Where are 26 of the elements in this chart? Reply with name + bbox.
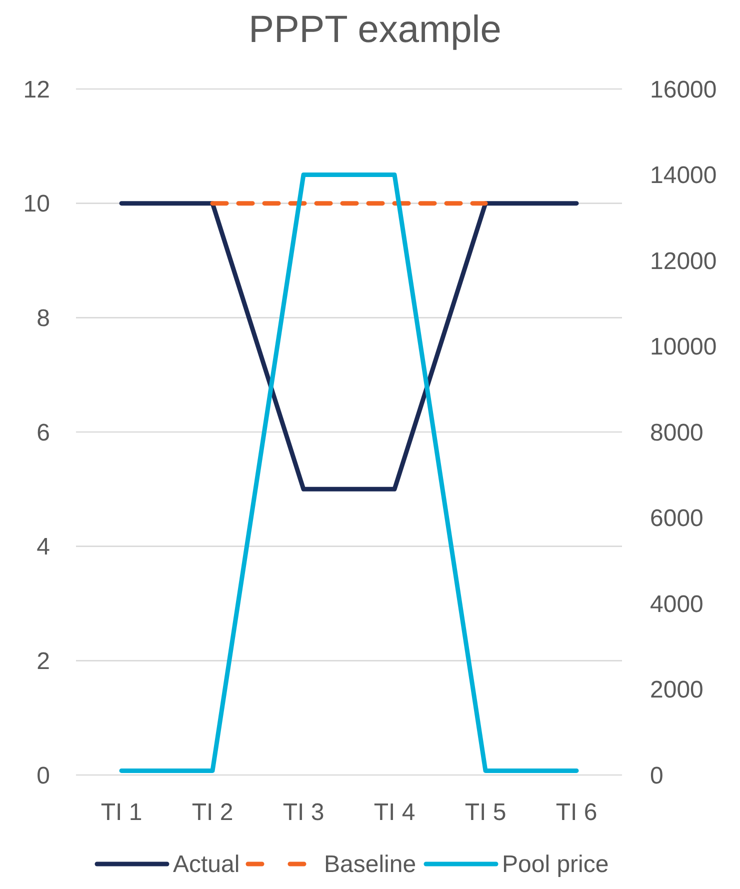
y2-tick-label: 14000 [650,162,717,190]
y-tick-label: 10 [23,190,50,218]
y-tick-label: 8 [36,305,50,332]
y-tick-label: 4 [36,534,50,561]
chart-title: PPPT example [248,9,502,51]
y-tick-label: 12 [23,76,50,104]
x-tick-label: TI 1 [100,799,142,826]
y2-tick-label: 6000 [650,505,704,532]
legend-label: Pool price [502,851,609,878]
y2-tick-label: 4000 [650,590,704,618]
y-tick-label: 0 [36,762,50,790]
x-tick-label: TI 5 [464,799,506,826]
y-tick-label: 2 [36,648,50,676]
x-tick-label: TI 3 [282,799,324,826]
y2-tick-label: 8000 [650,419,704,446]
legend-label: Baseline [324,851,416,878]
y2-tick-label: 0 [650,762,664,790]
y2-tick-label: 16000 [650,76,717,104]
legend-label: Actual [173,851,240,878]
y2-tick-label: 12000 [650,248,717,275]
y-tick-label: 6 [36,419,50,446]
y2-tick-label: 2000 [650,676,704,704]
y2-tick-label: 10000 [650,334,717,361]
x-tick-label: TI 6 [556,799,598,826]
x-tick-label: TI 4 [374,799,416,826]
x-tick-label: TI 2 [192,799,234,826]
